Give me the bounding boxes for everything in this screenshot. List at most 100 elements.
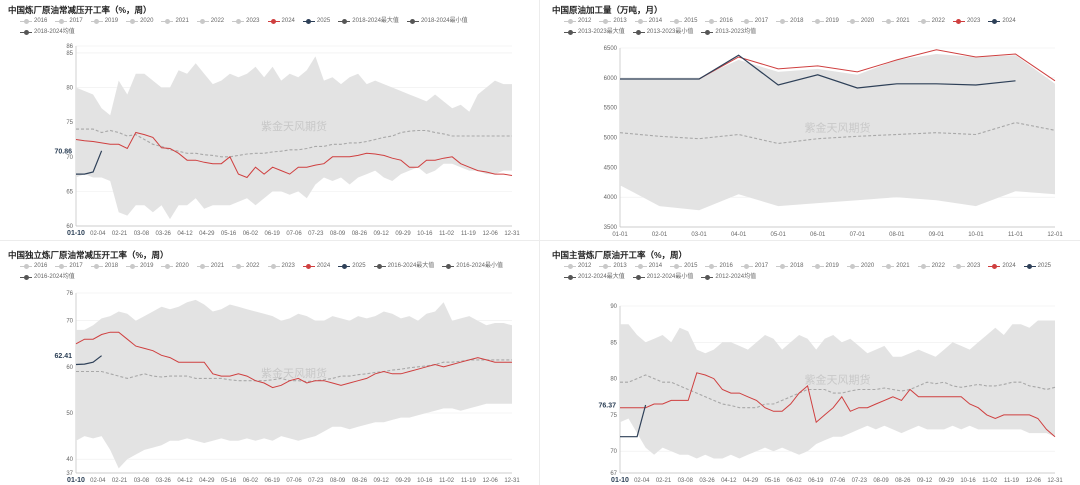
- legend-label: 2019: [104, 18, 119, 24]
- legend-item[interactable]: 2015: [670, 262, 697, 270]
- legend-item[interactable]: 2012-2024最小值: [632, 273, 693, 281]
- legend-label: 2021: [175, 18, 189, 24]
- legend-label: 2016: [719, 18, 733, 24]
- legend-item[interactable]: 2019: [811, 262, 839, 270]
- legend-item[interactable]: 2020: [126, 17, 153, 25]
- legend-item[interactable]: 2017: [740, 17, 768, 25]
- legend-swatch: [161, 18, 174, 24]
- legend-item[interactable]: 2017: [55, 17, 83, 25]
- legend-item[interactable]: 2023: [267, 262, 295, 270]
- legend-item[interactable]: 2016-2024最小值: [442, 262, 503, 270]
- legend-label: 2012-2024均值: [715, 274, 757, 280]
- legend-item[interactable]: 2022: [196, 17, 224, 25]
- legend-swatch: [564, 274, 576, 280]
- legend-item[interactable]: 2014: [634, 262, 662, 270]
- legend-item[interactable]: 2018-2024最大值: [338, 17, 399, 25]
- x-tick-label: 12-06: [483, 231, 499, 237]
- legend-item[interactable]: 2012: [564, 17, 591, 25]
- legend-item[interactable]: 2017: [740, 262, 768, 270]
- legend-swatch: [988, 18, 1001, 24]
- legend-item[interactable]: 2013-2023最小值: [632, 28, 694, 36]
- legend-swatch: [564, 263, 576, 269]
- legend-item[interactable]: 2014: [634, 17, 662, 25]
- avg-line: [76, 128, 512, 158]
- legend-item[interactable]: 2025: [338, 262, 366, 270]
- legend-item[interactable]: 2025: [1023, 262, 1051, 270]
- x-tick-label: 01-01: [612, 232, 628, 238]
- watermark: 紫金天风期货: [261, 366, 327, 380]
- legend-item[interactable]: 2015: [670, 17, 697, 25]
- legend-item[interactable]: 2023: [952, 17, 980, 25]
- legend-item[interactable]: 2013: [599, 17, 627, 25]
- legend-swatch: [632, 29, 645, 35]
- legend-label: 2020: [860, 18, 875, 24]
- x-tick-label: 06-02: [786, 478, 802, 483]
- legend-item[interactable]: 2016: [705, 262, 733, 270]
- x-tick-label: 09-29: [395, 478, 411, 483]
- legend-label: 2020: [175, 263, 189, 269]
- legend-item[interactable]: 2018: [90, 262, 118, 270]
- legend-swatch: [701, 29, 714, 35]
- legend-item[interactable]: 2019: [90, 17, 119, 25]
- legend-item[interactable]: 2020: [846, 17, 875, 25]
- x-tick-label: 06-19: [808, 478, 824, 483]
- legend-label: 2012-2024最大值: [578, 274, 625, 280]
- legend-item[interactable]: 2016-2024最大值: [373, 262, 434, 270]
- legend-swatch: [882, 18, 895, 24]
- legend-item[interactable]: 2023: [232, 17, 260, 25]
- chart-panel-refinery-cdu-rate: 中国炼厂原油常减压开工率（%，周） 2016 2017 2019 2020 2021 20…: [0, 0, 534, 238]
- legend-item[interactable]: 2013-2023最大值: [564, 28, 625, 36]
- legend-label: 2013-2023最小值: [646, 29, 694, 35]
- legend-item[interactable]: 2021: [882, 262, 910, 270]
- legend-item[interactable]: 2022: [232, 262, 260, 270]
- x-tick-label: 09-12: [374, 478, 390, 483]
- legend-item[interactable]: 2023: [952, 262, 980, 270]
- legend-item[interactable]: 2024: [267, 17, 295, 25]
- legend-swatch: [90, 263, 103, 269]
- y-tick-label: 76: [66, 291, 73, 297]
- legend-item[interactable]: 2013-2023均值: [701, 28, 756, 36]
- legend-swatch: [705, 18, 718, 24]
- legend-item[interactable]: 2016: [20, 17, 47, 25]
- legend-item[interactable]: 2016: [705, 17, 733, 25]
- legend-swatch: [90, 18, 103, 24]
- chart-plot: 3500 4000 4500 5000 5500 6000 6500 01-01 02-01 03…: [604, 46, 1064, 238]
- x-tick-label: 04-12: [177, 231, 193, 237]
- legend-item[interactable]: 2018: [776, 17, 804, 25]
- legend-item[interactable]: 2021: [882, 17, 910, 25]
- legend-item[interactable]: 2019: [126, 262, 153, 270]
- legend-item[interactable]: 2022: [917, 17, 945, 25]
- x-tick-label: 06-01: [810, 232, 826, 238]
- x-tick-label: 12-31: [1047, 478, 1063, 483]
- legend-item[interactable]: 2013: [599, 262, 627, 270]
- legend-swatch: [701, 274, 714, 280]
- chart-title: 中国独立炼厂原油常减压开工率（%，周）: [8, 250, 169, 260]
- legend-item[interactable]: 2024: [988, 17, 1016, 25]
- legend-label: 2020: [140, 18, 154, 24]
- legend-item[interactable]: 2017: [55, 262, 83, 270]
- x-tick-label: 12-01: [1047, 232, 1063, 238]
- legend-item[interactable]: 2019: [811, 17, 839, 25]
- legend-item[interactable]: 2012-2024最大值: [564, 273, 625, 281]
- legend-item[interactable]: 2021: [161, 17, 189, 25]
- current-value-label: 76.37: [598, 402, 616, 409]
- legend-item[interactable]: 2012: [564, 262, 591, 270]
- legend-item[interactable]: 2022: [917, 262, 945, 270]
- legend-item[interactable]: 2024: [988, 262, 1016, 270]
- x-tick-label: 09-29: [395, 231, 411, 237]
- legend-item[interactable]: 2016-2024均值: [20, 273, 75, 281]
- legend-item[interactable]: 2024: [302, 262, 330, 270]
- x-tick-label: 10-01: [968, 232, 984, 238]
- legend-item[interactable]: 2018: [776, 262, 804, 270]
- legend-item[interactable]: 2018-2024均值: [20, 28, 75, 36]
- legend-swatch: [634, 263, 647, 269]
- legend-item[interactable]: 2021: [196, 262, 224, 270]
- legend-item[interactable]: 2018-2024最小值: [406, 17, 468, 25]
- legend-item[interactable]: 2016: [20, 262, 47, 270]
- legend-item[interactable]: 2020: [846, 262, 874, 270]
- legend-item[interactable]: 2025: [302, 17, 330, 25]
- y-tick-label: 85: [610, 340, 617, 346]
- legend-item[interactable]: 2020: [161, 262, 189, 270]
- legend-item[interactable]: 2012-2024均值: [701, 273, 756, 281]
